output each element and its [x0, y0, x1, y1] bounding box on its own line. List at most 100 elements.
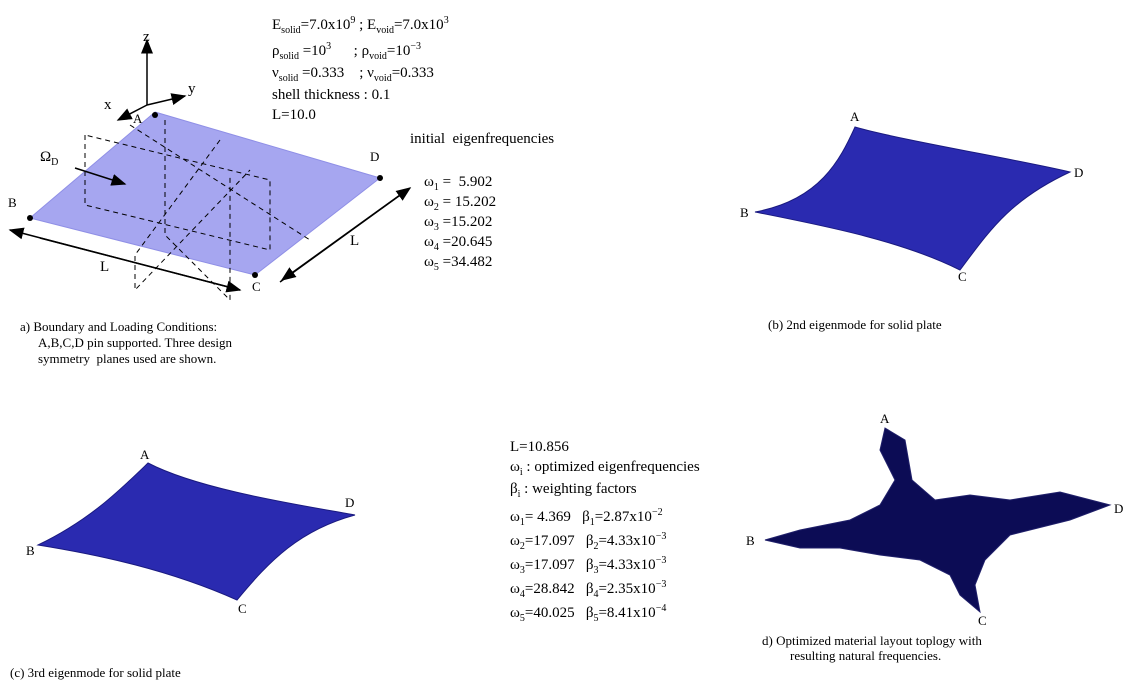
superscript: −3	[656, 579, 667, 590]
text-run: =7.0x10	[301, 17, 351, 33]
point-label: B	[8, 194, 17, 212]
load-label: ΩD	[40, 148, 58, 172]
text-run: =28.842 β	[525, 581, 594, 597]
text-run: =20.645	[439, 234, 492, 250]
point-label: D	[1074, 164, 1083, 182]
property: ρsolid =103 ; ρvoid=10−3	[272, 38, 421, 66]
point-label: C	[252, 278, 261, 296]
subscript: D	[51, 157, 58, 168]
superscript: −3	[656, 555, 667, 566]
point-label: A	[850, 108, 859, 126]
text-run: =10	[299, 43, 326, 59]
text-run: =0.333	[392, 65, 434, 81]
text-run: ; E	[355, 17, 376, 33]
axis-label: z	[143, 28, 150, 46]
text-run: =4.33x10	[598, 557, 655, 573]
subscript: solid	[281, 25, 300, 36]
subscript: solid	[279, 73, 298, 84]
point-label: A	[880, 410, 889, 428]
text-run: = 4.369 β	[525, 509, 590, 525]
text-run: : weighting factors	[520, 481, 636, 497]
text-run: =2.35x10	[598, 581, 655, 597]
page: z x y Esolid=7.0x109 ; Evoid=7.0x103 ρso…	[0, 0, 1126, 683]
text-run: =8.41x10	[598, 605, 655, 621]
caption: symmetry planes used are shown.	[38, 350, 216, 368]
text-run: Ω	[40, 149, 51, 165]
text-run: shell thickness : 0.1	[272, 87, 390, 103]
text-run: ; ρ	[331, 43, 369, 59]
result: ωi : optimized eigenfrequencies	[510, 458, 700, 482]
superscript: −3	[656, 531, 667, 542]
text-run: =7.0x10	[394, 17, 444, 33]
text-run: ω	[424, 174, 434, 190]
result: βi : weighting factors	[510, 480, 637, 504]
text-run: ω	[510, 581, 520, 597]
superscript: −2	[652, 507, 663, 518]
text-run: ω	[510, 605, 520, 621]
point-label: D	[1114, 500, 1123, 518]
plate	[30, 112, 380, 275]
axes	[118, 40, 185, 120]
text-run: ω	[510, 533, 520, 549]
point-label: D	[370, 148, 379, 166]
text-run: ω	[510, 459, 520, 475]
text-run: =34.482	[439, 254, 492, 270]
subscript: void	[374, 73, 392, 84]
text-run: : optimized eigenfrequencies	[523, 459, 700, 475]
text-run: ω	[424, 194, 434, 210]
text-run: ω	[510, 557, 520, 573]
subscript: void	[376, 25, 394, 36]
caption: (c) 3rd eigenmode for solid plate	[10, 664, 181, 682]
point-label: C	[238, 600, 247, 618]
text-run: = 15.202	[439, 194, 496, 210]
superscript: −4	[656, 603, 667, 614]
property: Esolid=7.0x109 ; Evoid=7.0x103	[272, 12, 449, 40]
heading: initial eigenfrequencies	[410, 130, 554, 148]
text-run: ν	[272, 65, 279, 81]
point-label: B	[26, 542, 35, 560]
result: L=10.856	[510, 438, 569, 456]
text-run: β	[510, 481, 518, 497]
dimension-label: L	[100, 258, 109, 276]
result: ω5=40.025 β5=8.41x10−4	[510, 600, 666, 628]
text-run: =4.33x10	[598, 533, 655, 549]
superscript: 3	[444, 15, 449, 26]
point-label: D	[345, 494, 354, 512]
subscript: void	[369, 51, 387, 62]
text-run: =40.025 β	[525, 605, 594, 621]
text-run: L=10.856	[510, 439, 569, 455]
text-run: =17.097 β	[525, 533, 594, 549]
point-label: B	[740, 204, 749, 222]
dimension-label: L	[350, 232, 359, 250]
text-run: ω	[510, 509, 520, 525]
text-run: =17.097 β	[525, 557, 594, 573]
point-label: C	[978, 612, 987, 630]
text-run: =10	[387, 43, 410, 59]
superscript: −3	[410, 41, 421, 52]
text-run: ω	[424, 234, 434, 250]
eigenfrequency: ω5 =34.482	[424, 253, 492, 277]
mode-shape	[755, 127, 1070, 270]
axis-label: y	[188, 80, 196, 98]
mode-shape	[38, 463, 355, 600]
subscript: solid	[280, 51, 299, 62]
text-run: ρ	[272, 43, 280, 59]
point-label: B	[746, 532, 755, 550]
text-run: =15.202	[439, 214, 492, 230]
point-label: C	[958, 268, 967, 286]
caption: resulting natural frequencies.	[790, 647, 941, 665]
caption: (b) 2nd eigenmode for solid plate	[768, 316, 942, 334]
optimized-layout	[765, 428, 1110, 612]
point-label: A	[133, 110, 142, 128]
property: shell thickness : 0.1	[272, 86, 390, 104]
text-run: =2.87x10	[595, 509, 652, 525]
text-run: = 5.902	[439, 174, 492, 190]
text-run: E	[272, 17, 281, 33]
property: νsolid =0.333 ; νvoid=0.333	[272, 64, 434, 88]
text-run: =0.333 ; ν	[298, 65, 374, 81]
text-run: ω	[424, 254, 434, 270]
property: L=10.0	[272, 106, 316, 124]
text-run: L=10.0	[272, 107, 316, 123]
point-label: A	[140, 446, 149, 464]
axis-label: x	[104, 96, 112, 114]
